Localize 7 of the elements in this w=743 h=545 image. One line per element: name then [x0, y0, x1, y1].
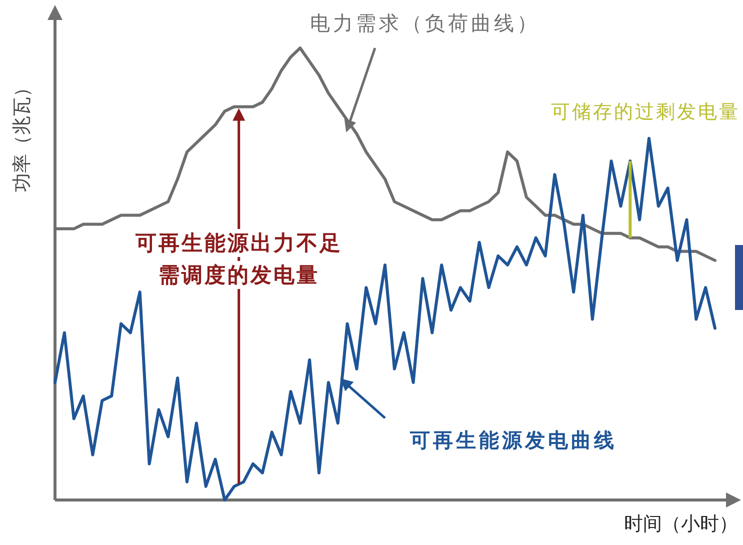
y-axis-title: 功率（兆瓦） [11, 78, 33, 192]
annotation: 可再生能源出力不足 [134, 231, 342, 255]
series-label: 电力需求（负荷曲线） [310, 11, 540, 35]
text: 可再生能源发电曲线 [409, 428, 617, 452]
x-axis-title: 时间（小时） [624, 513, 738, 535]
annotation: 可储存的过剩发电量 [551, 101, 740, 123]
annotation: 需调度的发电量 [158, 263, 320, 287]
